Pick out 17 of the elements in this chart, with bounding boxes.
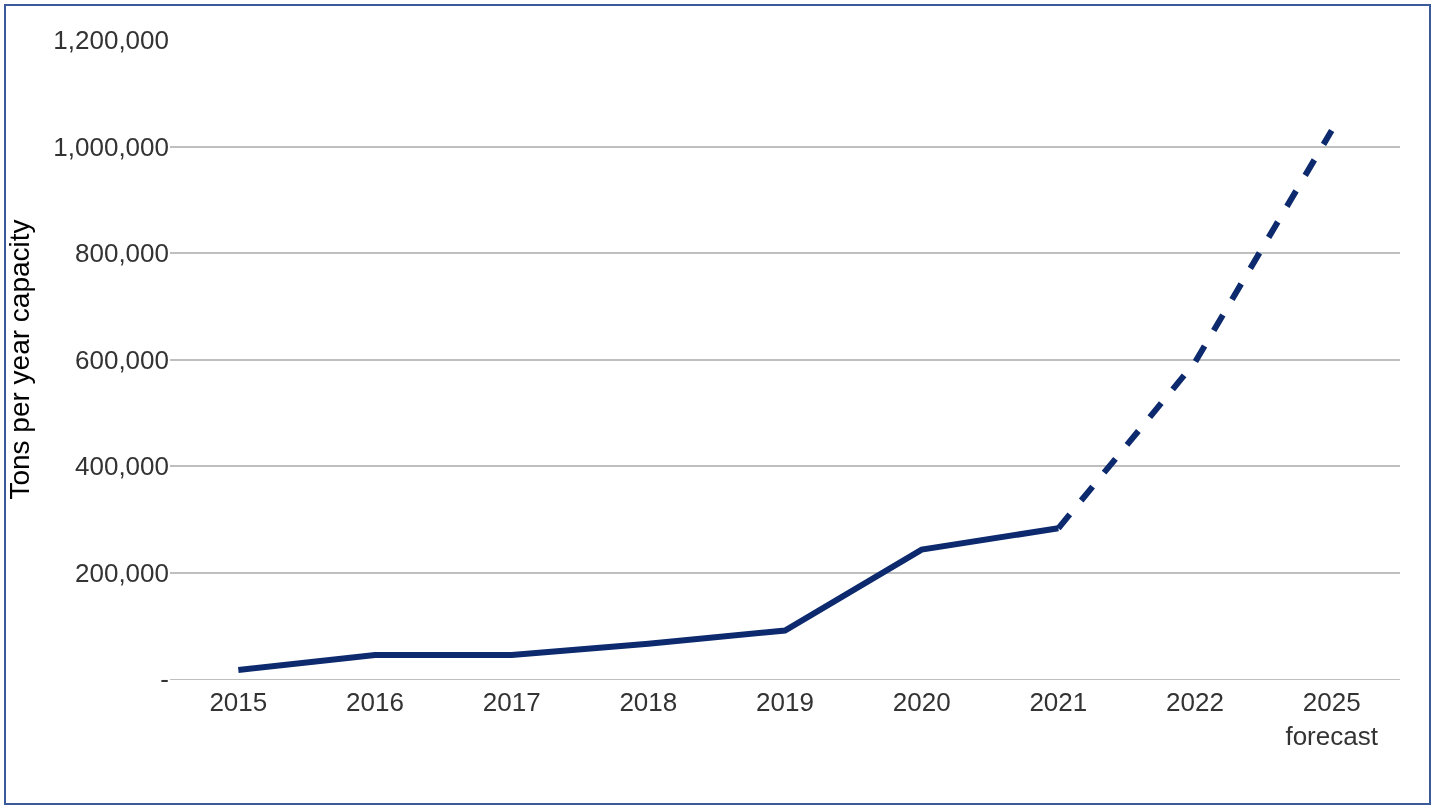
x-tick-label: 2019	[756, 687, 814, 718]
x-tick-label: 2022	[1166, 687, 1224, 718]
y-axis-title: Tons per year capacity	[4, 219, 36, 500]
y-tick-label: 200,000	[75, 557, 169, 588]
x-tick-label: 2020	[892, 687, 951, 718]
y-tick-label: 800,000	[75, 238, 169, 269]
x-tick-label: 2018	[619, 687, 678, 718]
x-tick-label: 2015	[209, 687, 268, 718]
y-tick-label: 400,000	[75, 451, 169, 482]
x-tick-label: 2025 forecast	[1285, 687, 1379, 751]
y-tick-label: 1,200,000	[53, 25, 169, 56]
y-tick-label: 600,000	[75, 344, 169, 375]
x-tick-label: 2021	[1029, 687, 1088, 718]
x-tick-label: 2016	[346, 687, 404, 718]
y-tick-label: 1,000,000	[53, 131, 169, 162]
x-tick-label: 2017	[482, 687, 541, 718]
y-tick-label: -	[160, 664, 169, 695]
